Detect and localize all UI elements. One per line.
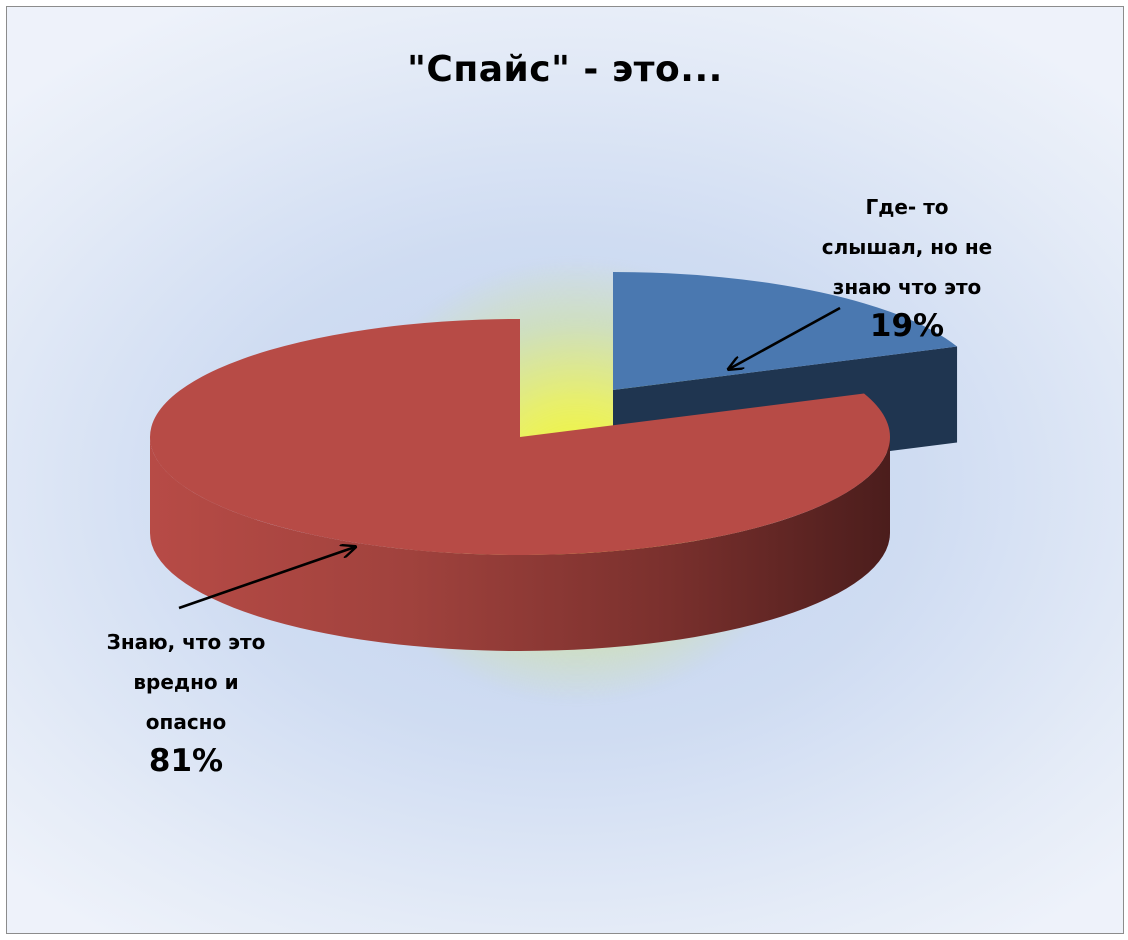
data-label-value: 81% [148, 743, 224, 779]
pie-slice-1-top [613, 272, 958, 390]
data-label-slice-2: Знаю, что это вредно и опасно 81% [71, 622, 301, 780]
leader-arrow-blue [729, 306, 841, 369]
pie-slice-2-top [149, 319, 890, 555]
data-label-value: 19% [869, 308, 945, 344]
data-label-name: Где- то слышал, но не знаю что это [821, 195, 993, 299]
chart-title: "Спайс" - это... [407, 49, 723, 90]
pie-chart [149, 272, 958, 651]
leader-arrow-red [178, 547, 355, 610]
pie-slice-2 [149, 319, 890, 651]
data-label-slice-1: Где- то слышал, но не знаю что это 19% [777, 187, 1037, 345]
pie-slice-2-side [150, 437, 890, 651]
data-label-name: Знаю, что это вредно и опасно [106, 630, 266, 734]
chart-area: "Спайс" - это... Где- то слышал, но не з… [6, 6, 1124, 934]
